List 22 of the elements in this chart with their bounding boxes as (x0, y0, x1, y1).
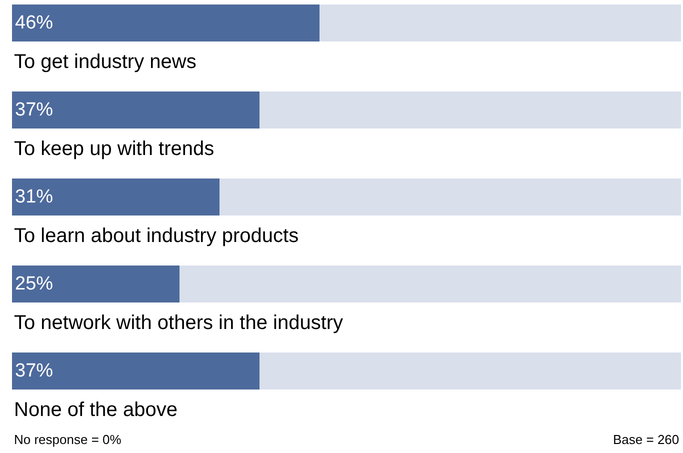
y-tick-label: To get industry news (14, 51, 196, 73)
bar (320, 4, 681, 42)
bar (219, 178, 681, 216)
annotation: Base = 260 (613, 432, 680, 447)
annotation: No response = 0% (14, 432, 122, 447)
bar (12, 266, 180, 303)
y-tick-label: None of the above (14, 399, 178, 421)
data-label: 37% (15, 100, 54, 121)
data-label: 31% (15, 186, 54, 208)
y-tick-label: To network with others in the industry (14, 312, 344, 334)
data-label: 25% (15, 274, 54, 295)
bar (260, 352, 681, 390)
bar (179, 266, 681, 303)
bar (260, 92, 681, 129)
data-label: 46% (15, 12, 54, 34)
bar (12, 178, 220, 216)
y-tick-label: To learn about industry products (14, 225, 299, 247)
bar (12, 92, 260, 129)
bar (12, 4, 320, 42)
data-label: 37% (15, 360, 54, 382)
bar (12, 352, 260, 390)
y-tick-label: To keep up with trends (14, 138, 214, 160)
